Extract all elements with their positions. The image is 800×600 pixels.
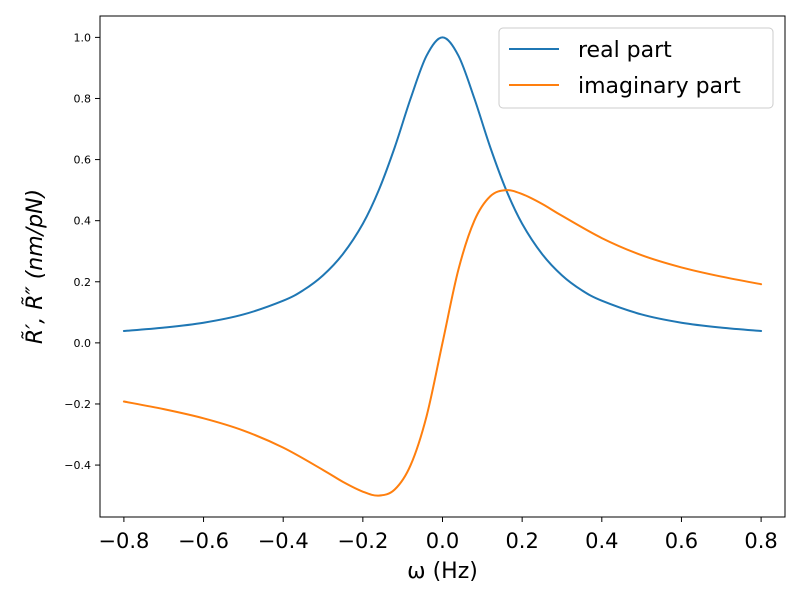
y-tick-label: −0.2 bbox=[64, 398, 91, 411]
x-tick-label: 0.0 bbox=[426, 529, 459, 553]
axes-layer: −0.8 −0.6 −0.4 −0.2 0.0 0.2 0.4 0.6 0.8 −0.4 −0.2 0… bbox=[64, 15, 786, 553]
x-tick-label: −0.2 bbox=[337, 529, 388, 553]
x-tick-label: 0.4 bbox=[585, 529, 618, 553]
legend-label: imaginary part bbox=[578, 74, 741, 99]
x-tick-label: 0.6 bbox=[665, 529, 698, 553]
x-tick-label: −0.6 bbox=[178, 529, 229, 553]
y-tick-label: 1.0 bbox=[74, 31, 92, 44]
series-layer bbox=[122, 36, 763, 497]
x-axis-label: ω (Hz) bbox=[407, 559, 478, 584]
y-tick-label: 0.4 bbox=[74, 215, 92, 228]
legend: real part imaginary part bbox=[498, 27, 774, 109]
y-tick-label: 0.0 bbox=[74, 337, 92, 350]
x-tick-label: 0.8 bbox=[744, 529, 777, 553]
series-line-imaginary-part bbox=[122, 189, 763, 497]
x-tick-label: −0.8 bbox=[98, 529, 149, 553]
x-tick-label: −0.4 bbox=[258, 529, 309, 553]
x-tick-label: 0.2 bbox=[505, 529, 538, 553]
legend-label: real part bbox=[578, 38, 672, 63]
legend-box bbox=[498, 27, 774, 109]
y-tick-label: 0.8 bbox=[74, 92, 92, 105]
y-tick-label: −0.4 bbox=[64, 459, 91, 472]
series-line-real-part bbox=[122, 36, 763, 332]
y-tick-label: 0.6 bbox=[74, 154, 92, 167]
y-axis-label: R̃′, R̃″ (nm/pN) bbox=[22, 189, 48, 344]
y-tick-label: 0.2 bbox=[74, 276, 92, 289]
